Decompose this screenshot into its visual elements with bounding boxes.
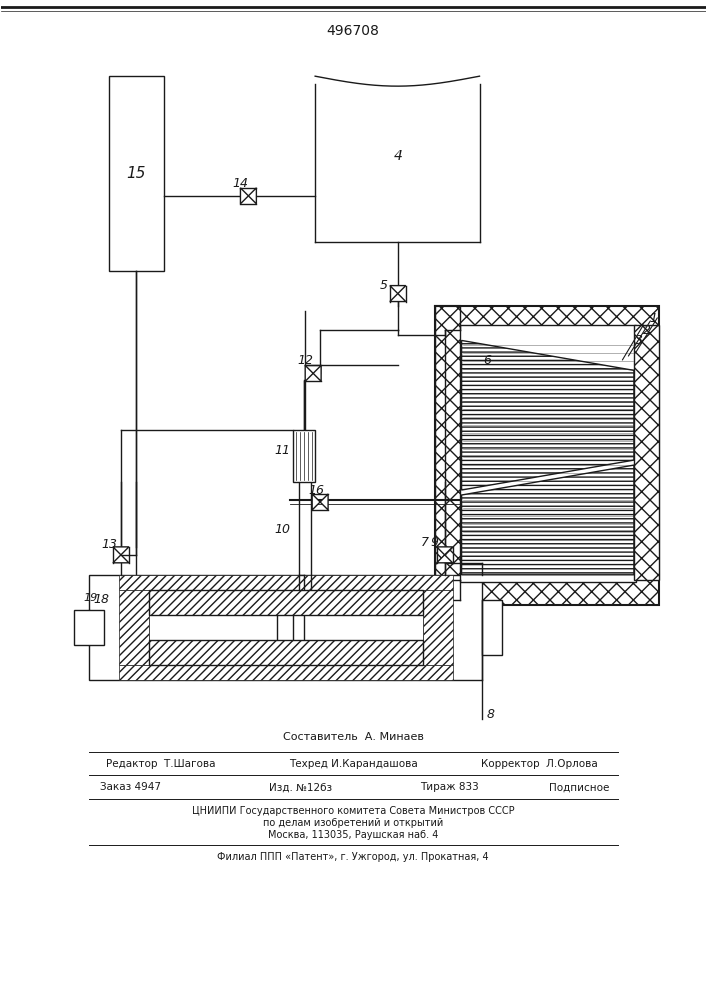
Bar <box>119 575 452 590</box>
Bar <box>148 590 423 665</box>
Text: 17: 17 <box>481 518 498 531</box>
Text: по делам изобретений и открытий: по делам изобретений и открытий <box>263 818 443 828</box>
Polygon shape <box>240 188 248 204</box>
Text: 6: 6 <box>484 354 491 367</box>
Text: Изд. №12бз: Изд. №12бз <box>269 782 332 792</box>
Text: Корректор  Л.Орлова: Корректор Л.Орлова <box>481 759 597 769</box>
Text: Заказ 4947: Заказ 4947 <box>100 782 161 792</box>
Text: 5: 5 <box>380 279 388 292</box>
Text: Филиал ППП «Патент», г. Ужгород, ул. Прокатная, 4: Филиал ППП «Патент», г. Ужгород, ул. Про… <box>217 852 489 862</box>
Text: Техред И.Карандашова: Техред И.Карандашова <box>288 759 417 769</box>
Bar <box>119 590 148 665</box>
Bar <box>74 610 104 645</box>
Text: Москва, 113035, Раушская наб. 4: Москва, 113035, Раушская наб. 4 <box>268 830 438 840</box>
Polygon shape <box>248 188 257 204</box>
Bar <box>148 640 423 665</box>
Text: 16: 16 <box>308 484 324 497</box>
Text: 496708: 496708 <box>327 24 380 38</box>
Bar <box>423 590 452 665</box>
Text: 19: 19 <box>84 593 98 603</box>
Text: 3: 3 <box>635 334 643 347</box>
Text: 11: 11 <box>274 444 291 457</box>
Bar <box>634 325 659 580</box>
Text: 12: 12 <box>297 354 313 367</box>
Polygon shape <box>312 494 320 510</box>
Polygon shape <box>390 294 406 302</box>
Text: Подписное: Подписное <box>549 782 609 792</box>
Polygon shape <box>313 365 321 381</box>
Text: 14: 14 <box>233 177 248 190</box>
Text: Составитель  А. Минаев: Составитель А. Минаев <box>283 732 423 742</box>
Polygon shape <box>437 555 452 563</box>
Text: 1: 1 <box>650 312 658 325</box>
Text: 10: 10 <box>274 523 291 536</box>
Bar <box>293 430 315 482</box>
Bar <box>482 600 503 655</box>
Text: 8: 8 <box>486 708 494 721</box>
Bar <box>460 325 636 582</box>
Text: ЦНИИПИ Государственного комитета Совета Министров СССР: ЦНИИПИ Государственного комитета Совета … <box>192 806 514 816</box>
Polygon shape <box>305 365 313 381</box>
Bar <box>109 76 164 271</box>
Polygon shape <box>462 340 634 490</box>
Text: 4: 4 <box>393 149 402 163</box>
Text: 2: 2 <box>643 324 651 337</box>
Bar <box>89 575 482 680</box>
Text: Редактор  Т.Шагова: Редактор Т.Шагова <box>106 759 216 769</box>
Polygon shape <box>113 555 129 563</box>
Bar <box>148 590 423 615</box>
Text: 18: 18 <box>93 593 109 606</box>
Text: 9: 9 <box>431 536 438 549</box>
Text: 7: 7 <box>421 536 428 549</box>
Polygon shape <box>113 547 129 555</box>
Polygon shape <box>320 494 328 510</box>
Polygon shape <box>390 286 406 294</box>
Polygon shape <box>462 465 634 575</box>
Bar <box>119 665 452 680</box>
Text: 13: 13 <box>101 538 117 551</box>
Text: 15: 15 <box>126 166 146 181</box>
Text: Тираж 833: Тираж 833 <box>420 782 479 792</box>
Bar <box>435 306 659 605</box>
Polygon shape <box>437 547 452 555</box>
